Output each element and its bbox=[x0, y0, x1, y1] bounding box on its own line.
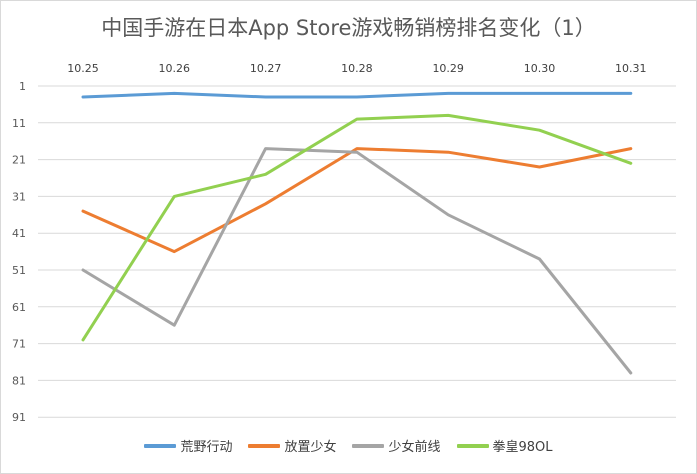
legend-swatch bbox=[456, 443, 489, 448]
legend-swatch bbox=[144, 443, 177, 448]
y-tick-label: 81 bbox=[12, 374, 26, 387]
y-tick-label: 41 bbox=[12, 227, 26, 240]
legend-item: 荒野行动 bbox=[144, 436, 232, 455]
legend-item: 少女前线 bbox=[352, 436, 441, 455]
legend-label: 荒野行动 bbox=[180, 440, 233, 455]
y-tick-label: 21 bbox=[12, 154, 26, 167]
y-tick-label: 71 bbox=[12, 338, 26, 351]
x-tick-label: 10.30 bbox=[524, 62, 556, 75]
series-line-3 bbox=[81, 147, 633, 375]
x-tick-label: 10.29 bbox=[432, 62, 464, 75]
y-tick-label: 1 bbox=[19, 80, 26, 93]
legend-swatch bbox=[248, 443, 281, 448]
legend-item: 放置少女 bbox=[248, 436, 336, 455]
series-line-4 bbox=[81, 113, 633, 342]
y-tick-label: 61 bbox=[12, 301, 26, 314]
legend-item: 拳皇98OL bbox=[456, 436, 553, 455]
chart-title: 中国手游在日本App Store游戏畅销榜排名变化（1） bbox=[101, 16, 596, 40]
legend-label: 放置少女 bbox=[284, 440, 337, 455]
x-tick-label: 10.25 bbox=[67, 62, 99, 75]
legend-label: 拳皇98OL bbox=[492, 440, 553, 455]
x-tick-label: 10.31 bbox=[615, 62, 647, 75]
y-tick-label: 11 bbox=[12, 117, 26, 130]
x-tick-label: 10.27 bbox=[250, 62, 282, 75]
legend-swatch bbox=[352, 443, 385, 448]
legend-label: 少女前线 bbox=[388, 440, 441, 455]
series-line-2 bbox=[81, 147, 633, 254]
y-tick-label: 91 bbox=[12, 411, 26, 424]
y-tick-label: 31 bbox=[12, 190, 26, 203]
chart-legend: 荒野行动 放置少女 少女前线 拳皇98OL bbox=[0, 436, 697, 455]
x-tick-label: 10.28 bbox=[341, 62, 373, 75]
x-tick-label: 10.26 bbox=[159, 62, 191, 75]
y-tick-label: 51 bbox=[12, 264, 26, 277]
series-line-1 bbox=[81, 91, 633, 99]
